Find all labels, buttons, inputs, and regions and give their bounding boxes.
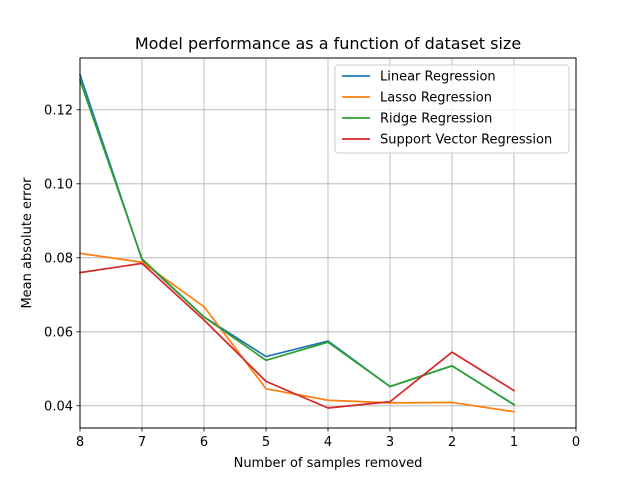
- y-tick-label: 0.12: [44, 103, 73, 118]
- y-axis-label: Mean absolute error: [20, 177, 35, 309]
- y-tick-label: 0.06: [44, 325, 73, 340]
- axis-ticks: 8 7 6 5 4 3 2 1 0 0.04 0.06 0.08 0.10 0.12: [44, 103, 580, 450]
- series-line-ridge-regression: [78, 79, 516, 406]
- chart-title: Model performance as a function of datas…: [135, 34, 521, 53]
- legend: Linear Regression Lasso Regression Ridge R…: [334, 64, 570, 154]
- y-tick-label: 0.04: [44, 399, 73, 414]
- legend-label: Support Vector Regression: [380, 133, 552, 148]
- x-tick-label: 6: [200, 435, 208, 450]
- legend-label: Ridge Regression: [380, 112, 492, 127]
- x-tick-label: 1: [510, 435, 518, 450]
- series-line-lasso-regression: [79, 252, 515, 413]
- y-tick-label: 0.10: [44, 177, 73, 192]
- x-tick-label: 3: [386, 435, 394, 450]
- plot-lines: [78, 73, 516, 413]
- x-tick-label: 7: [138, 435, 146, 450]
- y-tick-label: 0.08: [44, 251, 73, 266]
- x-tick-label: 2: [448, 435, 456, 450]
- x-tick-label: 0: [572, 435, 580, 450]
- legend-label: Lasso Regression: [380, 91, 492, 106]
- x-tick-label: 4: [324, 435, 332, 450]
- x-tick-label: 8: [76, 435, 84, 450]
- x-axis-label: Number of samples removed: [234, 456, 423, 471]
- series-line-support-vector-regression: [79, 262, 516, 409]
- legend-label: Linear Regression: [380, 70, 496, 85]
- x-tick-label: 5: [262, 435, 270, 450]
- legend-box: [334, 64, 570, 154]
